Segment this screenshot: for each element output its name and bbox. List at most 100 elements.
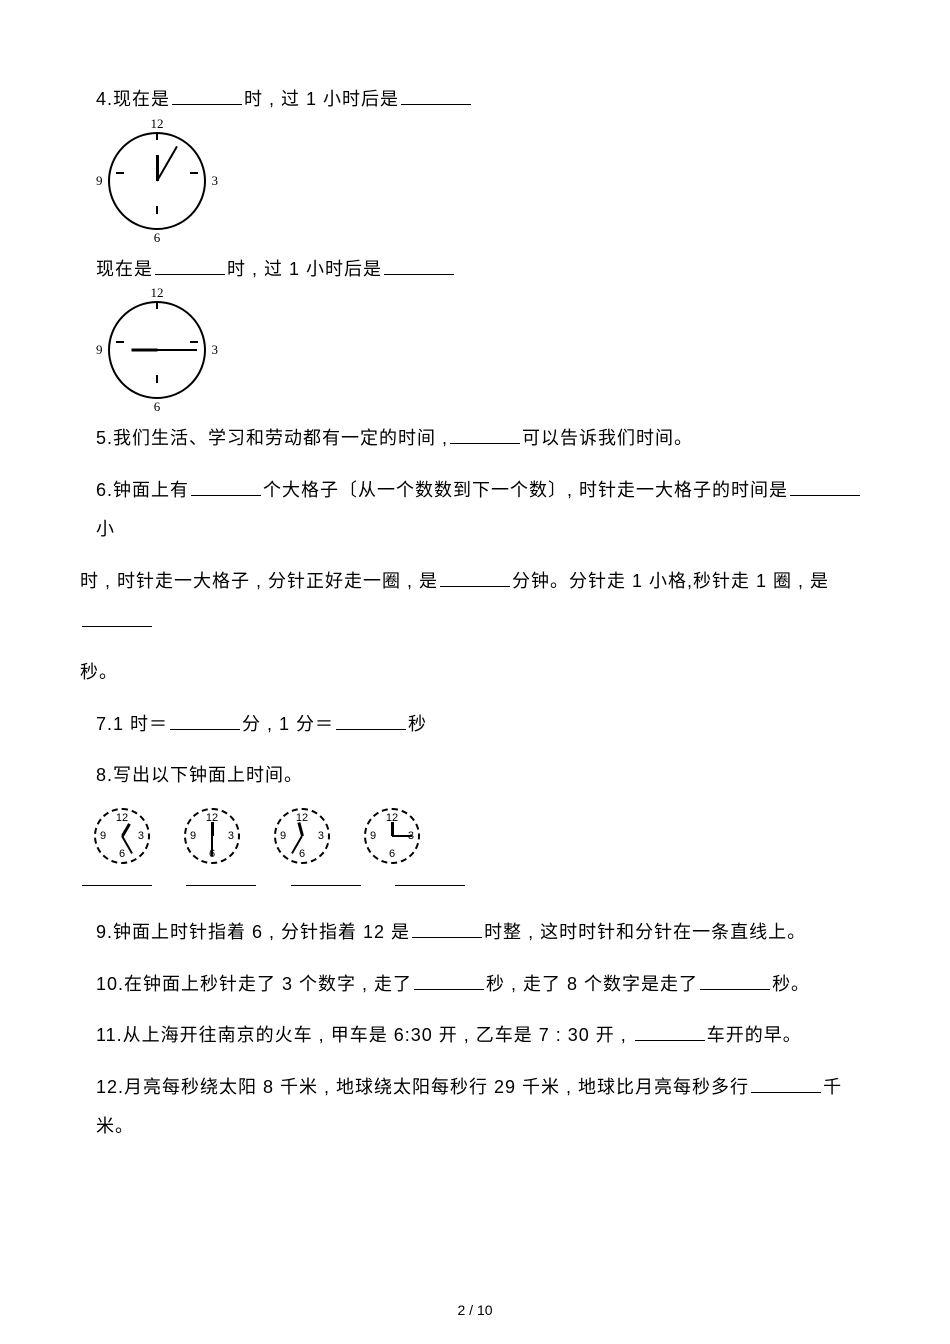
q8-blanks-row [80, 870, 870, 891]
q4-line2-mid: 时 , 过 1 小时后是 [227, 259, 382, 279]
blank [186, 870, 256, 886]
clock-num-3: 3 [212, 342, 219, 358]
clock-num-3: 3 [212, 173, 219, 189]
blank [395, 870, 465, 886]
clock-small: 12369 [184, 808, 240, 864]
clock-num-9: 9 [96, 342, 103, 358]
tick [156, 375, 158, 383]
hour-hand [297, 822, 304, 836]
tick [190, 341, 198, 343]
blank [336, 712, 406, 730]
question-11: 11.从上海开往南京的火车 , 甲车是 6:30 开 , 乙车是 7 : 30 … [80, 1016, 870, 1056]
blank [82, 609, 152, 627]
blank [412, 920, 482, 938]
clock-1: 12 3 6 9 [108, 132, 206, 230]
blank [700, 972, 770, 990]
blank [191, 478, 261, 496]
hour-hand [211, 822, 214, 836]
blank [291, 870, 361, 886]
clock-small: 12 3 6 9 [94, 808, 150, 864]
q7-pre: 7.1 时＝ [96, 714, 168, 734]
clock-num-12: 12 [151, 285, 164, 301]
minute-hand [211, 836, 213, 856]
page-container: 4.现在是时 , 过 1 小时后是 12 3 6 9 现在是时 , 过 1 小时… [0, 0, 950, 1199]
clock-num-9: 9 [96, 173, 103, 189]
clock-num-3: 3 [138, 830, 144, 842]
question-8-title: 8.写出以下钟面上时间。 [80, 756, 870, 796]
tick [116, 341, 124, 343]
tick [156, 206, 158, 214]
clock-num-12: 12 [116, 812, 128, 824]
blank [790, 478, 860, 496]
q6-p3: 秒。 [80, 662, 118, 682]
q10-pre: 10.在钟面上秒针走了 3 个数字 , 走了 [96, 974, 412, 994]
q11-pre: 11.从上海开往南京的火车 , 甲车是 6:30 开 , 乙车是 7 : 30 … [96, 1025, 633, 1045]
blank [172, 87, 242, 105]
question-5: 5.我们生活、学习和劳动都有一定的时间 , 可以告诉我们时间。 [80, 419, 870, 459]
hour-hand [131, 349, 157, 352]
q11-post: 车开的早。 [707, 1025, 802, 1045]
clock-num-6: 6 [119, 848, 125, 860]
q9-post: 时整 , 这时时针和分针在一条直线上。 [484, 922, 806, 942]
minute-hand [392, 835, 412, 837]
q6-p1-mid: 个大格子〔从一个数数到下一个数〕, 时针走一大格子的时间是 [263, 480, 788, 500]
clock-num-6: 6 [389, 848, 395, 860]
question-6-line1: 6.钟面上有 个大格子〔从一个数数到下一个数〕, 时针走一大格子的时间是小 [80, 471, 870, 550]
blank [450, 426, 520, 444]
clock-num-3: 3 [318, 830, 324, 842]
blank [384, 257, 454, 275]
blank [170, 712, 240, 730]
tick [156, 301, 158, 309]
clock-num-3: 3 [228, 830, 234, 842]
question-7: 7.1 时＝ 分 , 1 分＝ 秒 [80, 705, 870, 745]
clock-num-9: 9 [190, 830, 196, 842]
tick [190, 172, 198, 174]
q6-p2-pre: 时 , 时针走一大格子 , 分针正好走一圈 , 是 [80, 571, 438, 591]
question-4: 4.现在是时 , 过 1 小时后是 12 3 6 9 现在是时 , 过 1 小时… [80, 80, 870, 399]
q9-pre: 9.钟面上时针指着 6 , 分针指着 12 是 [96, 922, 410, 942]
page-number: 2 / 10 [457, 1302, 492, 1318]
q4-line2: 现在是 时 , 过 1 小时后是 [80, 250, 870, 290]
q8-clocks-row: 12369123691236912369 [94, 808, 870, 864]
q6-p1-pre: 6.钟面上有 [96, 480, 189, 500]
clock-num-9: 9 [100, 830, 106, 842]
clock-num-9: 9 [370, 830, 376, 842]
clock-num-6: 6 [299, 848, 305, 860]
tick [116, 172, 124, 174]
question-9: 9.钟面上时针指着 6 , 分针指着 12 是 时整 , 这时时针和分针在一条直线… [80, 913, 870, 953]
question-6-line2: 时 , 时针走一大格子 , 分针正好走一圈 , 是 分钟。分针走 1 小格,秒针走… [80, 562, 870, 641]
q10-mid: 秒 , 走了 8 个数字是走了 [486, 974, 698, 994]
q5-post: 可以告诉我们时间。 [522, 428, 693, 448]
blank [751, 1075, 821, 1093]
clock-small: 12369 [274, 808, 330, 864]
tick [156, 132, 158, 140]
hour-hand [391, 822, 394, 836]
blank [635, 1023, 705, 1041]
blank [414, 972, 484, 990]
clock-num-12: 12 [151, 116, 164, 132]
q7-mid: 分 , 1 分＝ [242, 714, 334, 734]
q4-line1-mid: 时 , 过 1 小时后是 [244, 89, 399, 109]
minute-hand [156, 145, 178, 181]
blank [82, 870, 152, 886]
clock-2: 12 3 6 9 [108, 301, 206, 399]
q4-line1: 4.现在是 时 , 过 1 小时后是 [80, 80, 870, 120]
q7-post: 秒 [408, 714, 427, 734]
question-10: 10.在钟面上秒针走了 3 个数字 , 走了 秒 , 走了 8 个数字是走了 秒。 [80, 965, 870, 1005]
q10-post: 秒。 [772, 974, 810, 994]
clock-num-6: 6 [154, 230, 161, 246]
q12-pre: 12.月亮每秒绕太阳 8 千米 , 地球绕太阳每秒行 29 千米 , 地球比月亮… [96, 1077, 749, 1097]
clock-small: 12369 [364, 808, 420, 864]
minute-hand [157, 349, 197, 351]
q4-line1-pre: 4.现在是 [96, 89, 170, 109]
blank [401, 87, 471, 105]
clock-num-6: 6 [154, 399, 161, 415]
q4-line2-pre: 现在是 [96, 259, 153, 279]
blank [155, 257, 225, 275]
clock-num-9: 9 [280, 830, 286, 842]
question-6-line3: 秒。 [80, 653, 870, 693]
question-12: 12.月亮每秒绕太阳 8 千米 , 地球绕太阳每秒行 29 千米 , 地球比月亮… [80, 1068, 870, 1147]
q6-p1-post: 小 [96, 519, 115, 539]
q5-pre: 5.我们生活、学习和劳动都有一定的时间 , [96, 428, 448, 448]
q6-p2-mid: 分钟。分针走 1 小格,秒针走 1 圈 , 是 [512, 571, 829, 591]
